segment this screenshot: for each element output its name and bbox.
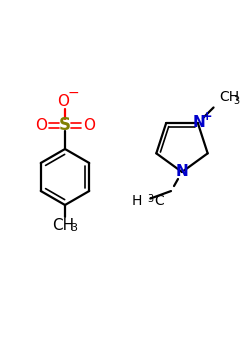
Text: 3: 3 [147, 194, 154, 204]
Text: CH: CH [220, 91, 240, 105]
Text: H: H [132, 194, 142, 208]
Text: +: + [202, 110, 212, 122]
Text: CH: CH [52, 217, 74, 232]
Text: 3: 3 [70, 223, 78, 233]
Text: N: N [192, 115, 205, 130]
Text: O: O [35, 118, 47, 133]
Text: N: N [176, 164, 188, 180]
Text: O: O [83, 118, 95, 133]
Text: O: O [57, 93, 69, 108]
Text: −: − [67, 86, 79, 100]
Text: C: C [154, 194, 164, 208]
Text: S: S [59, 116, 71, 134]
Text: 3: 3 [234, 97, 240, 106]
